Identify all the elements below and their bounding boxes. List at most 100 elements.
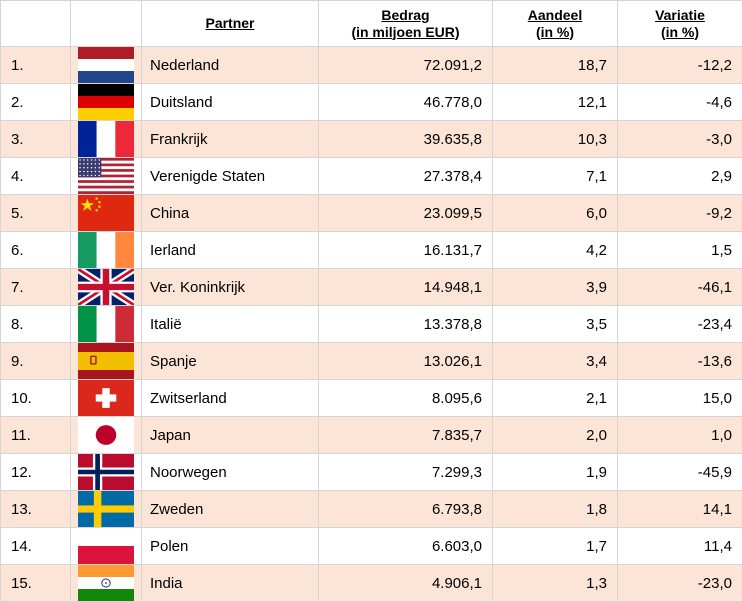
header-rank xyxy=(1,1,71,47)
partner-cell: Zweden xyxy=(142,491,319,528)
variatie-cell: -46,1 xyxy=(618,269,742,306)
variatie-cell: -23,4 xyxy=(618,306,742,343)
flag-cell xyxy=(71,121,142,158)
header-aandeel: Aandeel(in %) xyxy=(493,1,618,47)
flag-france-icon xyxy=(78,121,134,157)
variatie-cell: -23,0 xyxy=(618,565,742,602)
flag-poland-icon xyxy=(78,528,134,564)
partner-cell: Ierland xyxy=(142,232,319,269)
variatie-cell: -3,0 xyxy=(618,121,742,158)
partner-cell: Zwitserland xyxy=(142,380,319,417)
partner-cell: Italië xyxy=(142,306,319,343)
rank-cell: 2. xyxy=(1,84,71,121)
aandeel-cell: 3,5 xyxy=(493,306,618,343)
variatie-cell: 11,4 xyxy=(618,528,742,565)
flag-japan-icon xyxy=(78,417,134,453)
flag-usa-icon xyxy=(78,158,134,194)
partner-cell: Nederland xyxy=(142,47,319,84)
flag-cell xyxy=(71,491,142,528)
variatie-cell: 15,0 xyxy=(618,380,742,417)
flag-italy-icon xyxy=(78,306,134,342)
header-variatie: Variatie(in %) xyxy=(618,1,742,47)
rank-cell: 6. xyxy=(1,232,71,269)
variatie-cell: -13,6 xyxy=(618,343,742,380)
flag-germany-icon xyxy=(78,84,134,120)
header-variatie-line2: (in %) xyxy=(618,24,742,41)
flag-cell xyxy=(71,158,142,195)
rank-cell: 12. xyxy=(1,454,71,491)
flag-cell xyxy=(71,528,142,565)
flag-uk-icon xyxy=(78,269,134,305)
flag-cell xyxy=(71,232,142,269)
header-variatie-line1: Variatie xyxy=(618,7,742,24)
rank-cell: 15. xyxy=(1,565,71,602)
partner-cell: Verenigde Staten xyxy=(142,158,319,195)
variatie-cell: -9,2 xyxy=(618,195,742,232)
header-bedrag: Bedrag(in miljoen EUR) xyxy=(319,1,493,47)
flag-cell xyxy=(71,306,142,343)
variatie-cell: -12,2 xyxy=(618,47,742,84)
header-row: Partner Bedrag(in miljoen EUR) Aandeel(i… xyxy=(1,1,742,47)
rank-cell: 1. xyxy=(1,47,71,84)
flag-cell xyxy=(71,269,142,306)
partner-cell: Polen xyxy=(142,528,319,565)
bedrag-cell: 46.778,0 xyxy=(319,84,493,121)
partner-cell: Frankrijk xyxy=(142,121,319,158)
rank-cell: 7. xyxy=(1,269,71,306)
bedrag-cell: 72.091,2 xyxy=(319,47,493,84)
rank-cell: 11. xyxy=(1,417,71,454)
bedrag-cell: 7.835,7 xyxy=(319,417,493,454)
flag-china-icon xyxy=(78,195,134,231)
aandeel-cell: 1,7 xyxy=(493,528,618,565)
bedrag-cell: 6.793,8 xyxy=(319,491,493,528)
aandeel-cell: 1,9 xyxy=(493,454,618,491)
header-aandeel-line1: Aandeel xyxy=(493,7,617,24)
variatie-cell: 1,5 xyxy=(618,232,742,269)
bedrag-cell: 13.026,1 xyxy=(319,343,493,380)
flag-cell xyxy=(71,565,142,602)
aandeel-cell: 4,2 xyxy=(493,232,618,269)
flag-india-icon xyxy=(78,565,134,601)
bedrag-cell: 13.378,8 xyxy=(319,306,493,343)
flag-sweden-icon xyxy=(78,491,134,527)
partner-cell: Noorwegen xyxy=(142,454,319,491)
rank-cell: 4. xyxy=(1,158,71,195)
rank-cell: 8. xyxy=(1,306,71,343)
variatie-cell: 1,0 xyxy=(618,417,742,454)
flag-cell xyxy=(71,380,142,417)
aandeel-cell: 1,8 xyxy=(493,491,618,528)
flag-cell xyxy=(71,47,142,84)
aandeel-cell: 18,7 xyxy=(493,47,618,84)
partner-cell: India xyxy=(142,565,319,602)
header-flag xyxy=(71,1,142,47)
flag-switzerland-icon xyxy=(78,380,134,416)
bedrag-cell: 4.906,1 xyxy=(319,565,493,602)
aandeel-cell: 6,0 xyxy=(493,195,618,232)
bedrag-cell: 16.131,7 xyxy=(319,232,493,269)
flag-ireland-icon xyxy=(78,232,134,268)
rank-cell: 3. xyxy=(1,121,71,158)
aandeel-cell: 7,1 xyxy=(493,158,618,195)
variatie-cell: -45,9 xyxy=(618,454,742,491)
header-aandeel-line2: (in %) xyxy=(493,24,617,41)
aandeel-cell: 10,3 xyxy=(493,121,618,158)
header-bedrag-line2: (in miljoen EUR) xyxy=(319,24,492,41)
bedrag-cell: 27.378,4 xyxy=(319,158,493,195)
partner-cell: Spanje xyxy=(142,343,319,380)
header-bedrag-line1: Bedrag xyxy=(319,7,492,24)
flag-cell xyxy=(71,417,142,454)
aandeel-cell: 12,1 xyxy=(493,84,618,121)
aandeel-cell: 3,9 xyxy=(493,269,618,306)
